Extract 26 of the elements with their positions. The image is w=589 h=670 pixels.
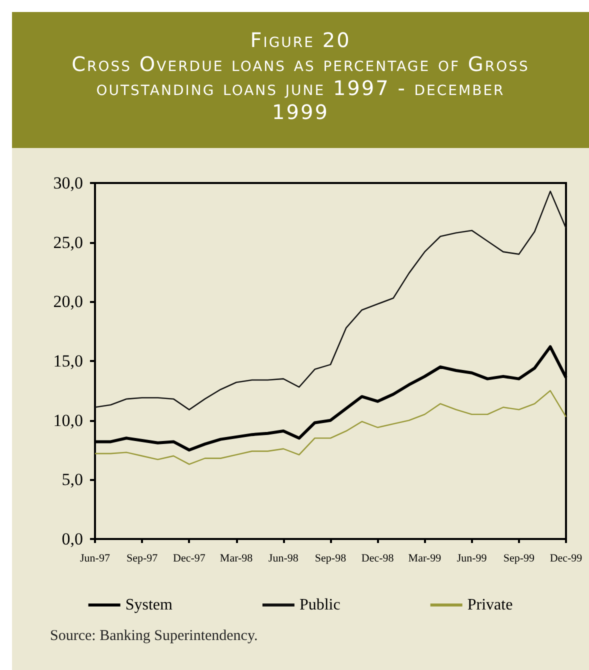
legend-label: System [125,596,174,614]
y-tick-label: 25,0 [53,232,83,252]
source-note: Source: Banking Superintendency. [50,628,258,645]
x-tick-label: Dec-97 [173,552,206,564]
y-tick-label: 30,0 [53,174,83,192]
line-series [94,390,567,465]
x-tick-label: Mar-99 [408,552,442,564]
y-tick-label: 10,0 [53,410,83,430]
legend-label: Public [299,596,340,614]
x-tick-label: Sep-99 [503,552,535,564]
x-tick-label: Mar-98 [220,552,254,564]
chart-subtitle: Cross Overdue loans as percentage of Gross outstanding loans june 1997 - december 1999 [70,52,530,124]
x-tick-label: Jun-97 [80,552,110,564]
x-tick-label: Sep-97 [126,552,158,564]
legend-label: Private [467,596,513,614]
y-tick-label: 20,0 [53,292,83,312]
x-tick-label: Sep-98 [314,552,347,564]
y-tick-label: 15,0 [53,352,83,370]
y-tick-label: 5,0 [62,470,83,490]
chart-title: Figure 20 [249,28,352,52]
x-tick-label: Jun-99 [456,552,488,564]
x-tick-label: Dec-99 [550,552,583,564]
x-tick-label: Dec-98 [361,552,394,564]
x-tick-label: Jun-98 [268,552,299,564]
y-tick-label: 0,0 [62,530,83,548]
line-series [94,190,567,410]
